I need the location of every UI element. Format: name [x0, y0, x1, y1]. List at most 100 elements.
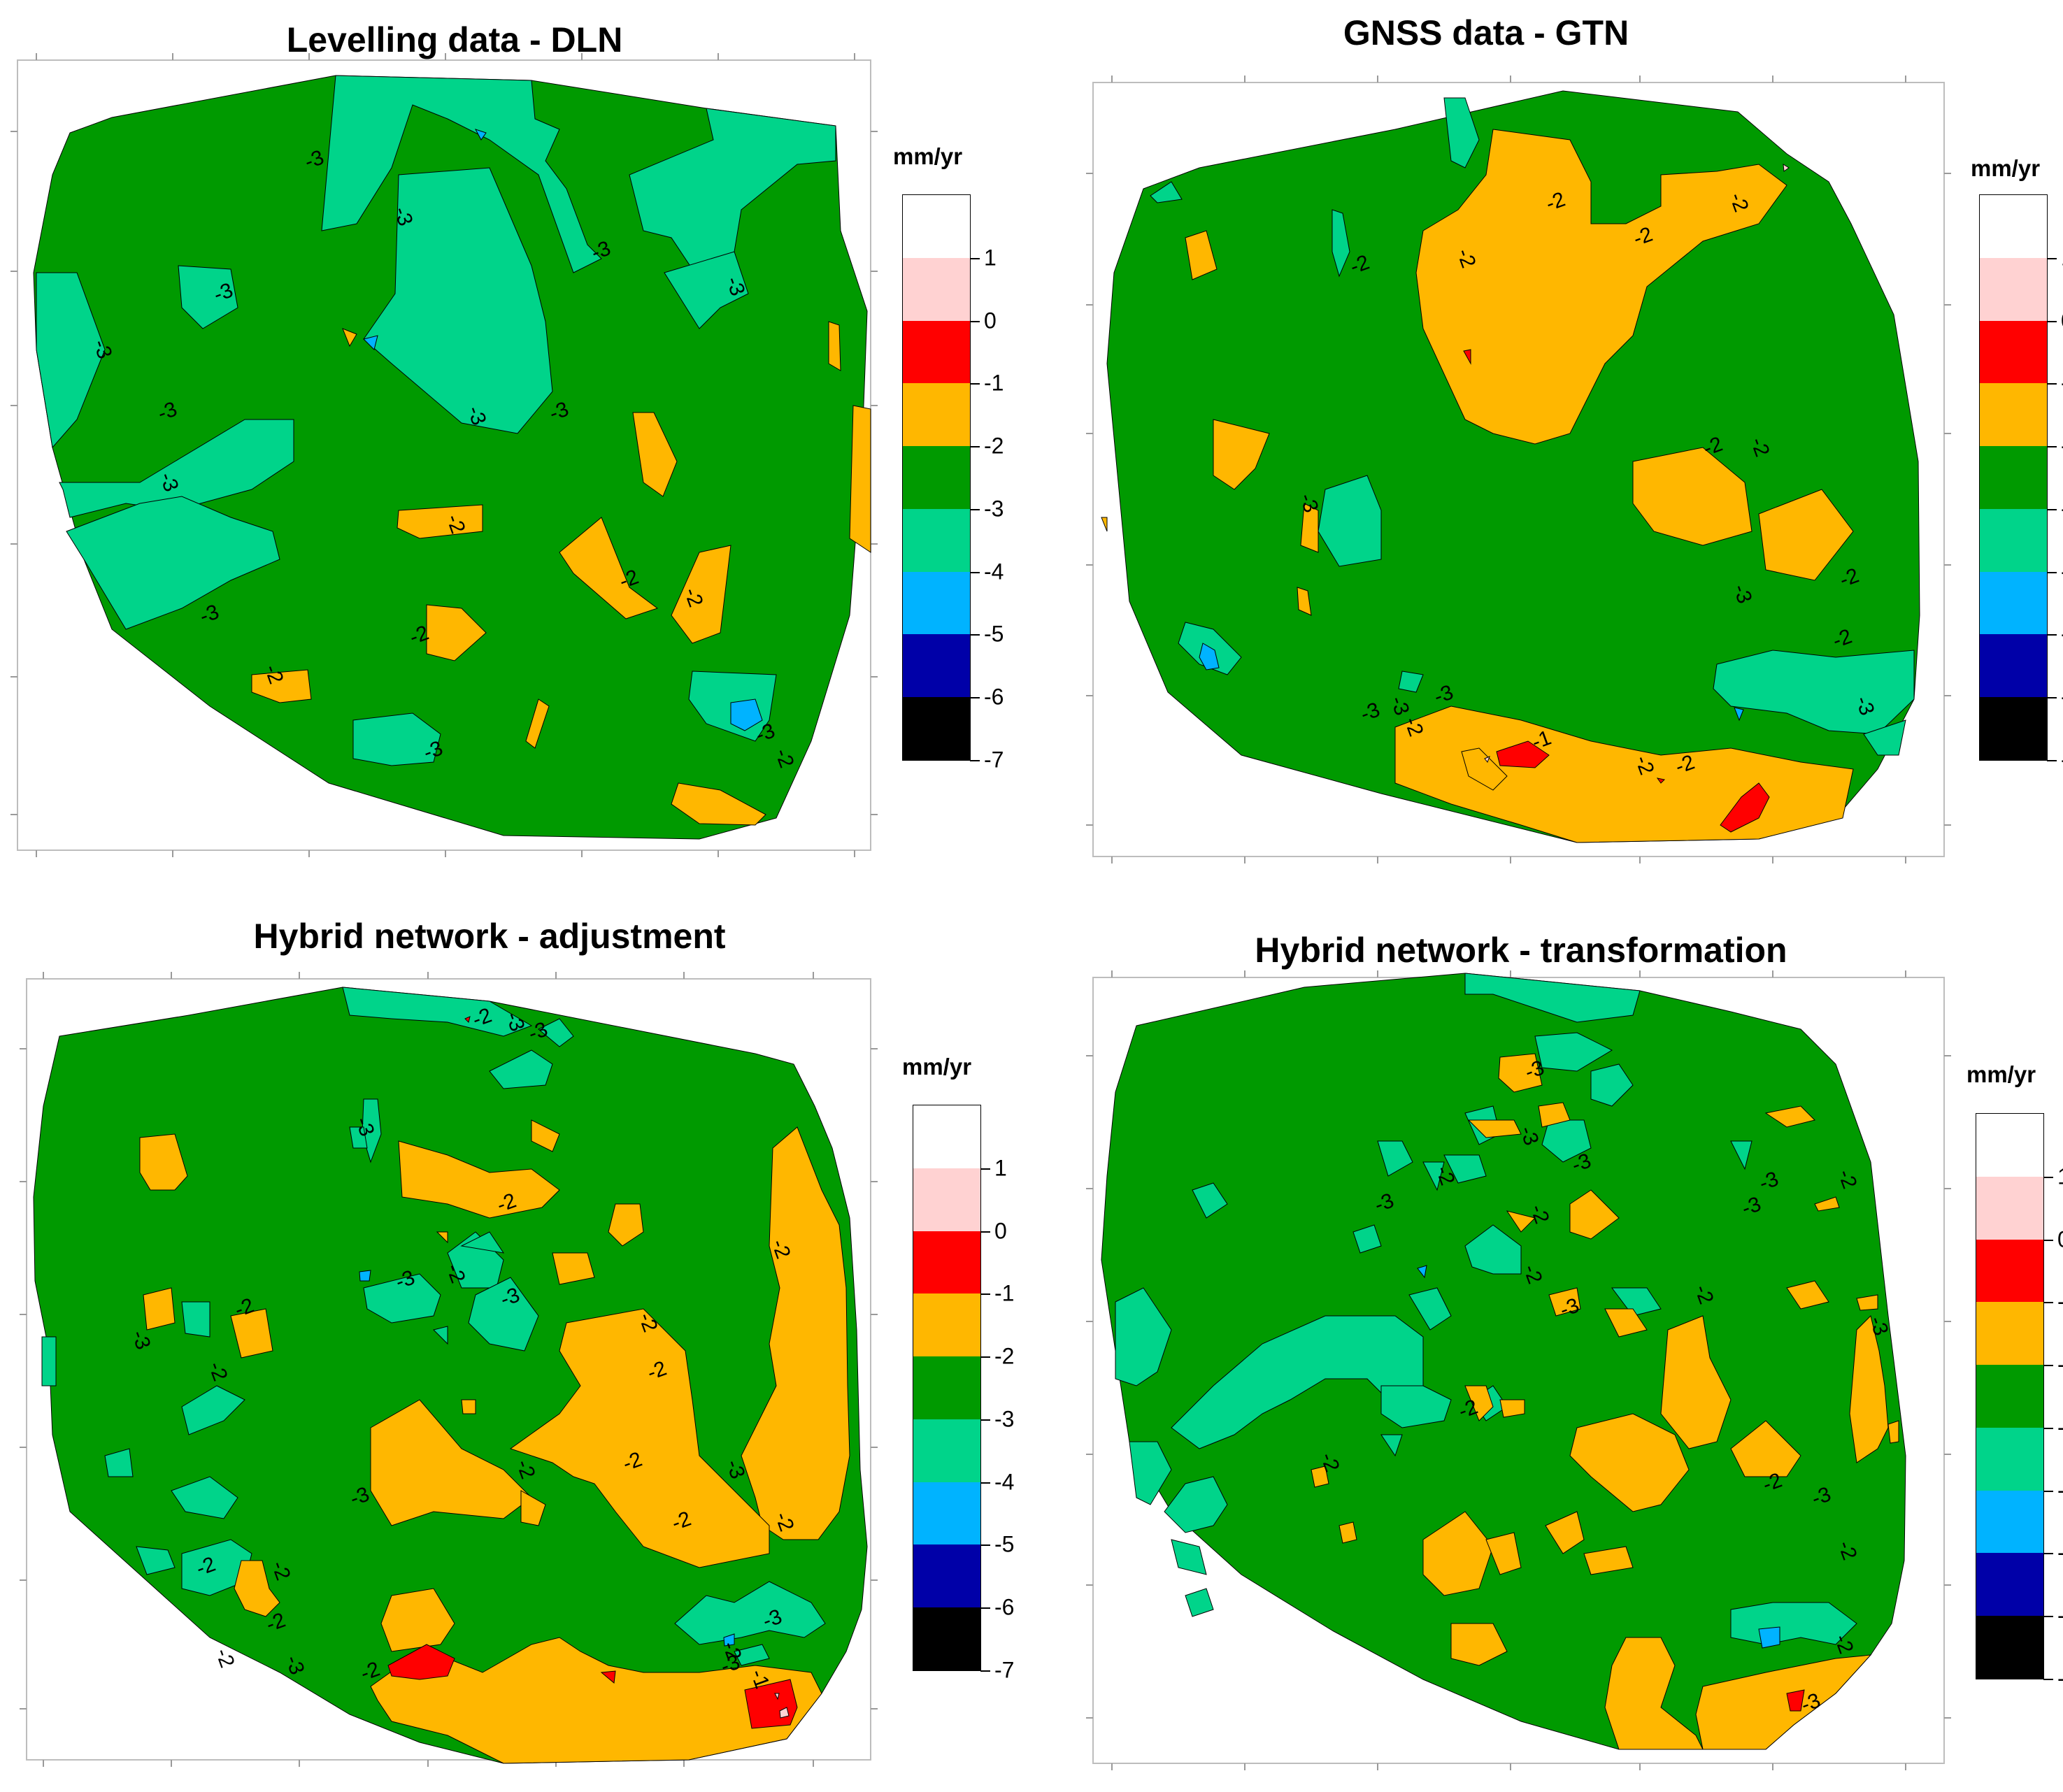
colorbar-tick-label: -6: [994, 1594, 1015, 1620]
contour-region-red: [387, 1644, 455, 1680]
contour-region-orange: [741, 1126, 850, 1540]
colorbar-swatch: [913, 1482, 980, 1545]
contour-region-orange: [1422, 1511, 1494, 1596]
contour-region-orange: [1849, 1315, 1889, 1463]
colorbar-tick-label: -6: [2061, 684, 2063, 710]
contour-region-orange: [671, 782, 766, 826]
contour-region-orange: [828, 321, 841, 371]
panel-levelling: Levelling data - DLN -3 -3 -3 -3 -3 -3 -3 -3 -3 -3…: [0, 0, 1032, 895]
colorbar-tick: [2043, 1176, 2053, 1178]
contour-region-orange: [398, 1140, 560, 1219]
colorbar-tick: [2047, 571, 2057, 573]
colorbar-tick-label: -2: [994, 1343, 1015, 1369]
colorbar-swatch: [913, 1419, 980, 1483]
colorbar-swatch: [903, 508, 970, 573]
contour-region-teal: [1185, 1588, 1214, 1617]
colorbar-swatch: [1980, 320, 2047, 384]
contour-region-teal: [1192, 1182, 1228, 1219]
contour-region-red: [1656, 777, 1666, 784]
panel-hybrid-adjustment: Hybrid network - adjustment -2 -3 -3 -3 -2 -2-…: [0, 896, 1032, 1791]
colorbar-tick-label: -4: [2057, 1477, 2063, 1503]
colorbar-swatch: [913, 1544, 980, 1608]
colorbar-tick: [2043, 1365, 2053, 1367]
contour-region-teal: [342, 987, 533, 1037]
contour-region-orange: [251, 669, 312, 703]
colorbar-swatch: [903, 634, 970, 698]
colorbar-tick: [970, 446, 980, 448]
contour-region-teal: [1332, 209, 1350, 278]
colorbar-tick: [2047, 446, 2057, 448]
colorbar-tick: [970, 571, 980, 573]
colorbar-tick-label: -7: [994, 1657, 1015, 1683]
colorbar-tick: [980, 1670, 990, 1672]
colorbar-swatch: [1976, 1239, 2043, 1303]
colorbar-swatch: [1976, 1427, 2043, 1491]
contour-region-teal: [181, 1385, 245, 1435]
colorbar-tick: [2043, 1302, 2053, 1304]
contour-region-red: [1720, 782, 1770, 833]
colorbar-tick: [2043, 1553, 2053, 1555]
contour-region-teal: [538, 1018, 574, 1047]
contour-region-pink: [779, 1707, 790, 1719]
colorbar-tick-label: -1: [2057, 1289, 2063, 1315]
contour-region-orange: [608, 1203, 644, 1247]
contour-map: -2 -3-3-3-2-2-3 -2-3-2-2-3-2-2-2-2 -2 -3-2 -2…: [20, 972, 878, 1767]
contour-region-orange: [1730, 1420, 1801, 1477]
contour-region-orange: [370, 1399, 532, 1526]
contour-region-teal: [1377, 1140, 1413, 1177]
colorbar-tick: [980, 1231, 990, 1233]
colorbar-swatch: [913, 1607, 980, 1671]
colorbar-tick: [980, 1607, 990, 1610]
contour-region-teal: [178, 265, 238, 329]
contour-region-pink: [774, 1693, 780, 1700]
colorbar-tick-label: -1: [994, 1280, 1015, 1306]
contour-region-orange: [1467, 1119, 1522, 1138]
contour-region-orange: [1660, 1315, 1732, 1449]
contour-region-orange: [1311, 1465, 1329, 1488]
contour-region-orange: [531, 1119, 560, 1152]
colorbar-swatch: [1980, 571, 2047, 635]
contour-region-teal: [352, 712, 441, 766]
colorbar-swatch: [1980, 195, 2047, 259]
contour-region-teal: [321, 75, 602, 273]
colorbar-unit-label: mm/yr: [1966, 1061, 2036, 1087]
contour-region-orange: [1814, 1196, 1840, 1212]
colorbar-tick: [970, 320, 980, 322]
contour-region-orange: [1499, 1399, 1525, 1418]
contour-region-orange: [1548, 1287, 1581, 1317]
colorbar-tick-label: -4: [994, 1469, 1015, 1495]
colorbar-tick-label: -7: [2057, 1666, 2063, 1692]
colorbar-tick: [2043, 1616, 2053, 1618]
colorbar-tick-label: 1: [2057, 1163, 2063, 1189]
chart-title: Levelling data - DLN: [286, 20, 623, 59]
contour-region-orange: [1339, 1521, 1357, 1544]
contour-region-orange: [1297, 587, 1312, 616]
colorbar-tick-label: 1: [2061, 245, 2063, 271]
contour-region-pink: [1783, 164, 1790, 172]
contour-region-orange: [559, 517, 659, 619]
contour-region-orange: [1415, 129, 1787, 445]
contour-region-blue: [363, 335, 378, 350]
chart-title: GNSS data - GTN: [1343, 13, 1629, 52]
panel-hybrid-transformation: Hybrid network - transformation -3 -3 -3 -2-…: [1032, 896, 2063, 1791]
contour-region-blue: [1734, 707, 1744, 722]
contour-region-orange: [426, 604, 487, 661]
contour-region-orange: [1185, 230, 1218, 280]
colorbar-tick-label: 1: [984, 245, 997, 271]
colorbar: 1 0 -1 -2 -3 -4 -5 -6 -7: [902, 194, 1004, 773]
contour-region-teal: [1129, 1441, 1172, 1505]
colorbar: 1 0 -1 -2 -3 -4 -5 -6 -7: [1979, 194, 2063, 773]
contour-region-teal: [171, 1476, 238, 1519]
contour-region-teal: [66, 496, 280, 630]
colorbar-tick: [2047, 508, 2057, 510]
colorbar-tick: [970, 760, 980, 761]
colorbar-swatch: [903, 571, 970, 635]
contour-region-red: [1463, 349, 1471, 365]
contour-region-teal: [1464, 973, 1641, 1023]
colorbar-swatch: [913, 1168, 980, 1232]
colorbar-swatch: [1980, 634, 2047, 698]
colorbar-swatch: [903, 320, 970, 384]
contour-region-teal: [1115, 1287, 1172, 1386]
colorbar-unit-label: mm/yr: [1971, 155, 2041, 181]
colorbar-swatch: [903, 383, 970, 447]
